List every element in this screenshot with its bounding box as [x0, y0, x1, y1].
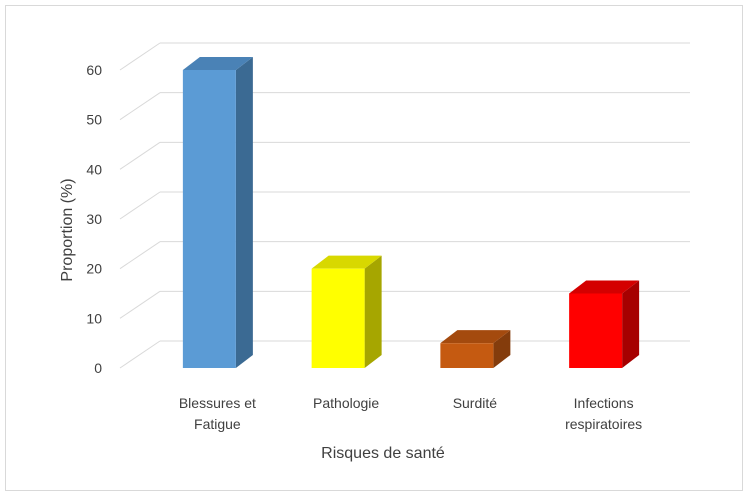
- x-category-label: Pathologie: [313, 395, 379, 411]
- bar-top: [182, 57, 253, 70]
- gridline-diagonal: [119, 141, 161, 170]
- bar: [311, 268, 365, 368]
- y-tick-label: 60: [86, 62, 102, 78]
- x-category-labels: Blessures et Fatigue Pathologie Surdité Infe…: [179, 395, 642, 432]
- x-category-label: Surdité: [453, 395, 498, 411]
- bar: [569, 293, 623, 368]
- y-axis-title: Proportion (%): [59, 178, 76, 281]
- gridline-diagonal: [119, 42, 161, 71]
- y-tick-label: 50: [86, 112, 102, 128]
- gridline-diagonal: [119, 290, 161, 319]
- bar-side: [235, 57, 253, 368]
- y-tick-label: 30: [86, 211, 102, 227]
- gridline-diagonal: [119, 241, 161, 270]
- bar: [182, 70, 236, 368]
- gridline-diagonal: [119, 92, 161, 121]
- y-tick-label: 20: [86, 261, 102, 277]
- x-axis-title: Risques de santé: [321, 445, 445, 462]
- bars: [182, 57, 640, 368]
- y-tick-label: 10: [86, 310, 102, 326]
- y-tick-label: 0: [94, 360, 102, 376]
- bar-side: [364, 255, 382, 368]
- gridline-diagonal: [119, 191, 161, 220]
- bar-top: [569, 280, 640, 294]
- bar-side: [493, 330, 511, 368]
- bar: [440, 343, 494, 368]
- gridline-diagonal: [119, 340, 161, 369]
- y-tick-labels: 0 10 20 30 40 50 60: [86, 62, 102, 376]
- chart-frame: [5, 5, 743, 491]
- bar-side: [622, 280, 640, 368]
- bar-top: [311, 255, 382, 269]
- bar-top: [440, 330, 511, 344]
- y-tick-label: 40: [86, 161, 102, 177]
- x-category-label: Blessures et Fatigue: [179, 395, 256, 432]
- x-category-label: Infections respiratoires: [565, 395, 642, 432]
